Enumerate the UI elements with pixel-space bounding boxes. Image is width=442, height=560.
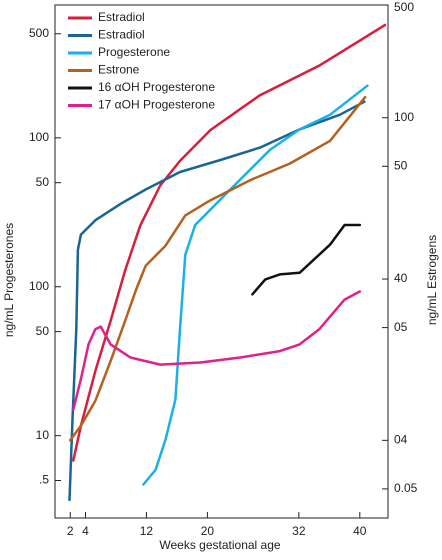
y-tick-label: 50 bbox=[36, 175, 50, 189]
legend-label: Estradiol bbox=[98, 28, 145, 42]
x-tick-label: 2 bbox=[67, 524, 74, 538]
legend-label: 17 αOH Progesterone bbox=[98, 98, 215, 112]
y-tick-label: .5 bbox=[39, 473, 49, 487]
y-tick-label: 500 bbox=[29, 26, 49, 40]
y-tick-label: 100 bbox=[29, 279, 49, 293]
y-axis-label: ng/mL Progesterones bbox=[2, 223, 16, 337]
y2-tick-label: 40 bbox=[394, 271, 408, 285]
series-line bbox=[142, 84, 369, 486]
y2-tick-label: 50 bbox=[394, 158, 408, 172]
y2-tick-label: 100 bbox=[394, 110, 414, 124]
legend-label: Progesterone bbox=[98, 45, 170, 59]
y-tick-label: 50 bbox=[36, 324, 50, 338]
legend-label: Estrone bbox=[98, 63, 140, 77]
y2-tick-label: 04 bbox=[394, 433, 408, 447]
legend-label: Estradiol bbox=[98, 10, 145, 24]
x-tick-label: 4 bbox=[82, 524, 89, 538]
y-tick-label: 10 bbox=[36, 428, 50, 442]
y2-tick-label: 500 bbox=[394, 0, 414, 14]
series-line bbox=[72, 290, 362, 411]
x-axis-label: Weeks gestational age bbox=[159, 538, 281, 552]
y2-tick-label: 05 bbox=[394, 320, 408, 334]
x-tick-label: 12 bbox=[140, 524, 154, 538]
series-line bbox=[72, 23, 387, 462]
series-line bbox=[68, 95, 367, 442]
x-tick-label: 20 bbox=[201, 524, 215, 538]
y2-tick-label: 0.05 bbox=[394, 481, 418, 495]
plot-frame bbox=[54, 4, 389, 519]
y-tick-label: 100 bbox=[29, 130, 49, 144]
series-line bbox=[251, 223, 362, 296]
y2-axis-label: ng/mL Estrogens bbox=[425, 235, 439, 325]
legend-label: 16 αOH Progesterone bbox=[98, 80, 215, 94]
x-tick-label: 40 bbox=[353, 524, 367, 538]
series-line bbox=[68, 100, 366, 502]
x-tick-label: 32 bbox=[292, 524, 306, 538]
